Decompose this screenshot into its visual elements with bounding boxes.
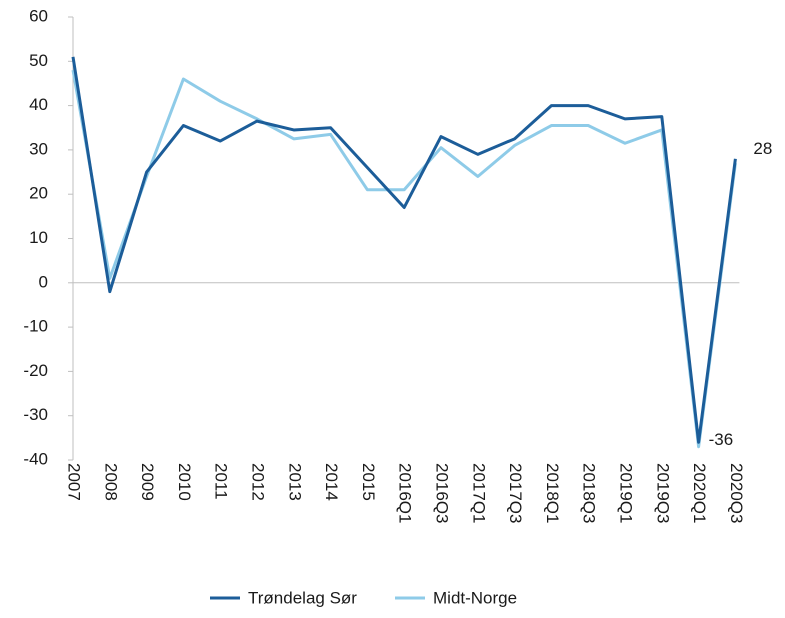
x-tick-label: 2017Q1 [469,463,488,524]
x-tick-label: 2010 [175,463,194,501]
x-tick-label: 2019Q1 [617,463,636,524]
x-tick-label: 2007 [65,463,84,501]
x-tick-label: 2019Q3 [653,463,672,524]
y-tick-label: 0 [39,272,48,291]
x-tick-label: 2020Q3 [727,463,746,524]
x-tick-label: 2016Q1 [396,463,415,524]
series-line [71,69,737,449]
x-tick-label: 2015 [359,463,378,501]
x-tick-label: 2011 [212,463,231,500]
y-tick-label: -10 [23,317,48,336]
y-tick-label: -20 [23,361,48,380]
data-label: 28 [753,139,772,158]
x-tick-label: 2013 [285,463,304,501]
x-tick-label: 2008 [101,463,120,501]
data-label: -36 [709,430,734,449]
x-tick-label: 2020Q1 [690,463,709,524]
y-tick-label: 60 [29,6,48,25]
y-tick-label: 10 [29,228,48,247]
y-tick-label: -30 [23,405,48,424]
y-tick-label: 20 [29,184,48,203]
y-tick-label: 50 [29,51,48,70]
y-tick-label: -40 [23,449,48,468]
x-tick-label: 2018Q1 [543,463,562,524]
series-line [71,56,737,444]
x-tick-label: 2014 [322,463,341,501]
x-tick-label: 2012 [249,463,268,501]
x-tick-label: 2018Q3 [580,463,599,524]
x-tick-label: 2016Q3 [433,463,452,524]
legend-label: Trøndelag Sør [248,588,357,607]
legend-label: Midt-Norge [433,588,517,607]
y-tick-label: 30 [29,139,48,158]
x-tick-label: 2009 [138,463,157,501]
y-tick-label: 40 [29,95,48,114]
x-tick-label: 2017Q3 [506,463,525,524]
